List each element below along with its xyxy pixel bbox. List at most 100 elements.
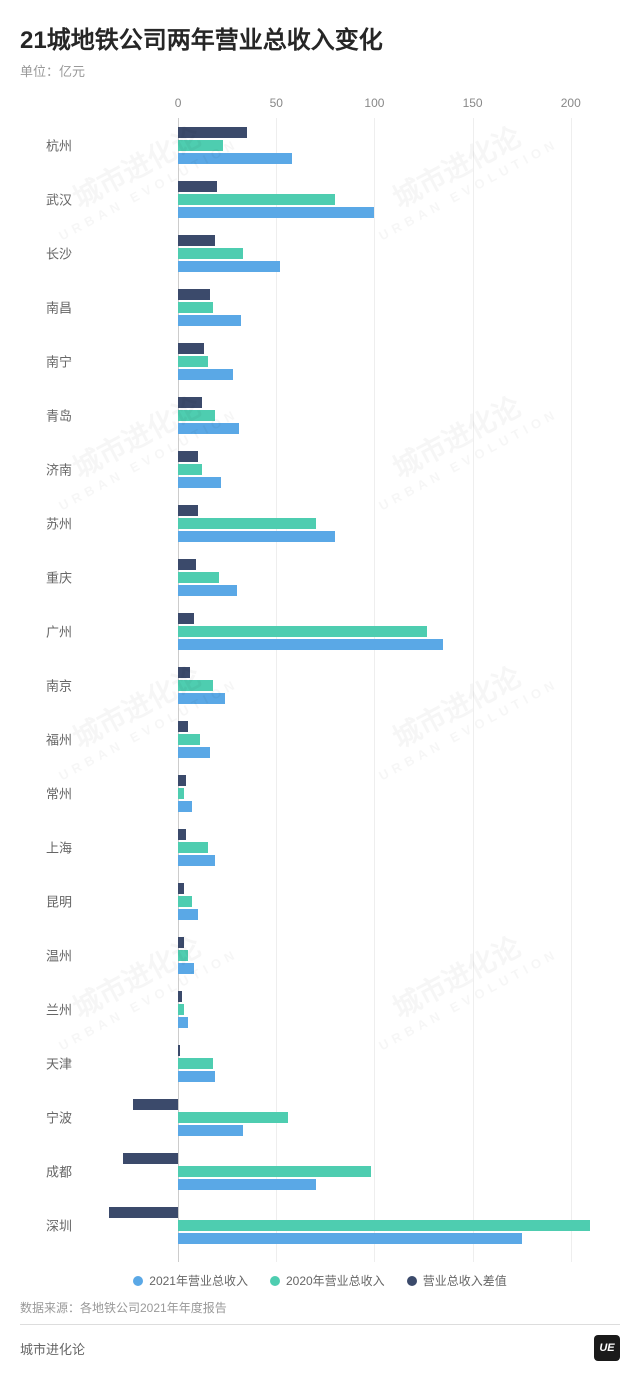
y-label: 苏州: [26, 514, 80, 533]
bar-diff: [178, 667, 190, 678]
bar-diff: [178, 937, 184, 948]
city-row: 福州: [80, 712, 610, 766]
legend-dot-icon: [133, 1276, 143, 1286]
bar-rev2021: [178, 693, 225, 704]
brand-logo-icon: UE: [594, 1335, 620, 1361]
city-row: 昆明: [80, 874, 610, 928]
brand-name: 城市进化论: [20, 1339, 85, 1358]
city-row: 武汉: [80, 172, 610, 226]
legend-item: 营业总收入差值: [407, 1272, 507, 1289]
y-label: 上海: [26, 838, 80, 857]
legend-label: 营业总收入差值: [423, 1272, 507, 1289]
bar-rev2021: [178, 1125, 243, 1136]
bar-diff: [178, 829, 186, 840]
bar-rev2021: [178, 639, 443, 650]
footer: 城市进化论 UE: [20, 1324, 620, 1361]
bar-diff: [178, 127, 247, 138]
bar-rev2021: [178, 855, 215, 866]
y-label: 长沙: [26, 244, 80, 263]
x-tick-label: 150: [463, 96, 483, 110]
y-label: 兰州: [26, 1000, 80, 1019]
bar-rev2021: [178, 477, 221, 488]
city-row: 常州: [80, 766, 610, 820]
bar-rev2021: [178, 801, 192, 812]
bar-rev2021: [178, 909, 198, 920]
bar-rev2020: [178, 356, 207, 367]
y-label: 宁波: [26, 1108, 80, 1127]
x-tick-label: 200: [561, 96, 581, 110]
bar-diff: [178, 991, 182, 1002]
bar-diff: [178, 775, 186, 786]
bar-rev2021: [178, 423, 239, 434]
bar-rev2021: [178, 207, 374, 218]
bar-rev2020: [178, 626, 427, 637]
bar-rev2020: [178, 410, 215, 421]
city-row: 重庆: [80, 550, 610, 604]
city-row: 杭州: [80, 118, 610, 172]
legend-label: 2020年营业总收入: [286, 1272, 385, 1289]
legend-item: 2021年营业总收入: [133, 1272, 248, 1289]
bar-rev2021: [178, 963, 194, 974]
y-label: 成都: [26, 1162, 80, 1181]
y-label: 济南: [26, 460, 80, 479]
y-label: 温州: [26, 946, 80, 965]
bar-diff: [178, 559, 196, 570]
bar-diff: [178, 181, 217, 192]
bar-diff: [178, 235, 215, 246]
city-row: 广州: [80, 604, 610, 658]
plot-area: 杭州武汉长沙南昌南宁青岛济南苏州重庆广州南京福州常州上海昆明温州兰州天津宁波成都…: [80, 118, 610, 1262]
bar-rev2020: [178, 1220, 590, 1231]
bar-rev2020: [178, 680, 213, 691]
x-tick-label: 50: [270, 96, 283, 110]
legend-item: 2020年营业总收入: [270, 1272, 385, 1289]
bar-rev2021: [178, 585, 237, 596]
x-tick-label: 0: [175, 96, 182, 110]
bar-diff: [178, 289, 209, 300]
y-label: 南昌: [26, 298, 80, 317]
bar-diff: [178, 721, 188, 732]
y-label: 福州: [26, 730, 80, 749]
bar-diff: [109, 1207, 178, 1218]
city-row: 南京: [80, 658, 610, 712]
city-row: 温州: [80, 928, 610, 982]
city-row: 上海: [80, 820, 610, 874]
city-row: 深圳: [80, 1198, 610, 1252]
bar-rev2020: [178, 140, 223, 151]
bar-diff: [178, 613, 194, 624]
bar-rev2021: [178, 1233, 522, 1244]
city-row: 成都: [80, 1144, 610, 1198]
legend: 2021年营业总收入 2020年营业总收入 营业总收入差值: [20, 1262, 620, 1295]
y-label: 天津: [26, 1054, 80, 1073]
bar-rev2020: [178, 518, 315, 529]
city-row: 兰州: [80, 982, 610, 1036]
bar-rev2021: [178, 1071, 215, 1082]
y-label: 杭州: [26, 136, 80, 155]
chart-subtitle: 单位：亿元: [20, 61, 620, 80]
chart-area: 050100150200 杭州武汉长沙南昌南宁青岛济南苏州重庆广州南京福州常州上…: [20, 88, 620, 1262]
bar-rev2020: [178, 248, 243, 259]
bar-diff: [123, 1153, 178, 1164]
bar-rev2020: [178, 734, 200, 745]
x-tick-label: 100: [364, 96, 384, 110]
y-label: 常州: [26, 784, 80, 803]
y-label: 青岛: [26, 406, 80, 425]
y-label: 昆明: [26, 892, 80, 911]
bar-rev2020: [178, 788, 184, 799]
bar-rev2021: [178, 531, 335, 542]
bar-diff: [178, 883, 184, 894]
bar-rev2021: [178, 369, 233, 380]
city-row: 南昌: [80, 280, 610, 334]
y-label: 广州: [26, 622, 80, 641]
city-row: 宁波: [80, 1090, 610, 1144]
bar-rev2020: [178, 572, 219, 583]
y-label: 深圳: [26, 1216, 80, 1235]
bar-rev2020: [178, 194, 335, 205]
city-row: 天津: [80, 1036, 610, 1090]
bar-rev2020: [178, 464, 202, 475]
bar-diff: [178, 451, 198, 462]
y-label: 南宁: [26, 352, 80, 371]
bar-diff: [178, 505, 198, 516]
legend-label: 2021年营业总收入: [149, 1272, 248, 1289]
bar-rev2020: [178, 896, 192, 907]
city-row: 济南: [80, 442, 610, 496]
